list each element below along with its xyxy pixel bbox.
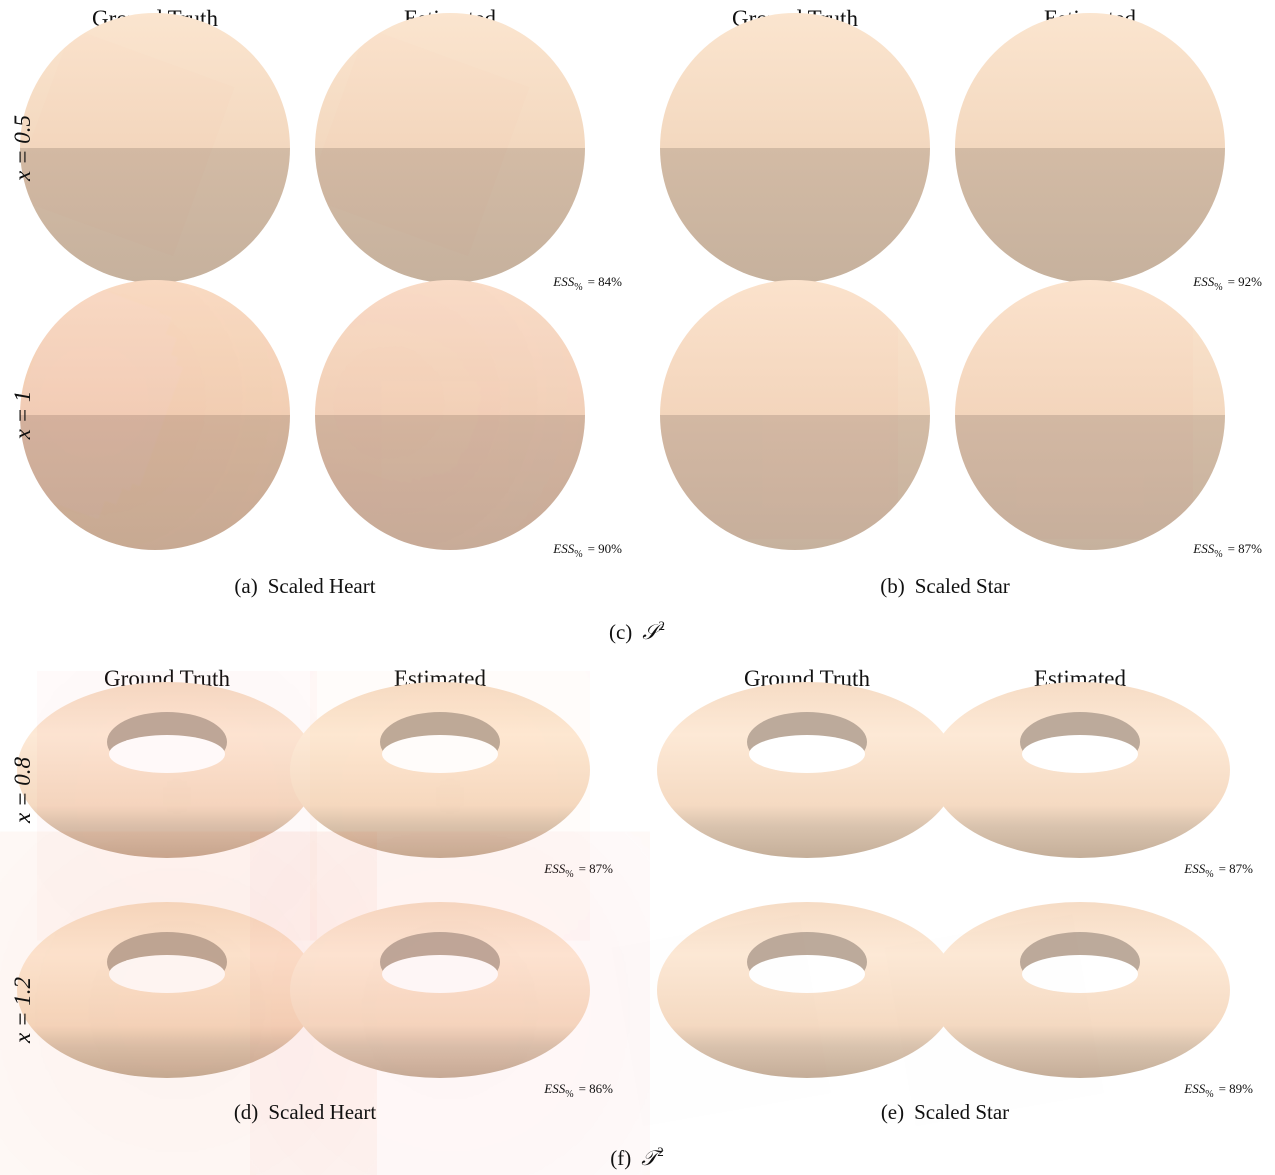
panel-caption-text: Scaled Star bbox=[915, 574, 1010, 598]
density-blob bbox=[978, 335, 1122, 471]
panel-caption-text: Scaled Heart bbox=[268, 1100, 376, 1124]
ess-name: ESS bbox=[1183, 1081, 1205, 1096]
ess-label: ESS% = 87% bbox=[543, 861, 613, 880]
blob-group bbox=[1033, 115, 1087, 166]
section-caption: (c) 𝒮2 bbox=[609, 618, 665, 644]
ess-sub: % bbox=[565, 869, 573, 880]
section-caption-label: (c) bbox=[609, 620, 632, 644]
ess-value: = 87% bbox=[579, 861, 614, 876]
density-blob bbox=[672, 975, 767, 1070]
torus bbox=[657, 902, 957, 1078]
panel-caption: (b) Scaled Star bbox=[880, 574, 1010, 598]
density-blob bbox=[945, 975, 1040, 1070]
section-caption-label: (f) bbox=[610, 1146, 631, 1170]
sphere bbox=[955, 280, 1225, 550]
row-label: x = 0.8 bbox=[10, 757, 35, 824]
ess-sub: % bbox=[1205, 1089, 1213, 1100]
ess-name: ESS bbox=[552, 274, 574, 289]
ess-value: = 86% bbox=[579, 1081, 614, 1096]
ess-value: = 87% bbox=[1228, 541, 1263, 556]
ess-label: ESS% = 87% bbox=[1192, 541, 1262, 560]
ess-value: = 89% bbox=[1219, 1081, 1254, 1096]
density-blob bbox=[738, 115, 792, 166]
sphere bbox=[20, 280, 290, 550]
panel-caption-label: (b) bbox=[880, 574, 905, 598]
panel-caption: (a) Scaled Heart bbox=[234, 574, 375, 598]
density-blob bbox=[380, 738, 520, 873]
density-blob bbox=[74, 92, 164, 181]
panel-caption-label: (e) bbox=[881, 1100, 904, 1124]
ess-sub: % bbox=[1214, 282, 1222, 293]
torus bbox=[290, 902, 590, 1120]
panel-caption-label: (d) bbox=[234, 1100, 259, 1124]
section-caption-sup: 2 bbox=[657, 1144, 664, 1159]
panel-caption: (e) Scaled Star bbox=[881, 1100, 1009, 1124]
ess-label: ESS% = 86% bbox=[543, 1081, 613, 1100]
ess-label: ESS% = 92% bbox=[1192, 274, 1262, 293]
ess-value: = 84% bbox=[588, 274, 623, 289]
sphere bbox=[315, 280, 585, 550]
density-blob bbox=[77, 927, 277, 1120]
ess-value: = 87% bbox=[1219, 861, 1254, 876]
section-caption: (f) 𝒯2 bbox=[610, 1144, 664, 1170]
ess-sub: % bbox=[1205, 869, 1213, 880]
density-blob bbox=[683, 335, 827, 471]
ess-sub: % bbox=[565, 1089, 573, 1100]
torus bbox=[930, 902, 1230, 1078]
density-blob bbox=[1033, 115, 1087, 166]
ess-name: ESS bbox=[543, 861, 565, 876]
sphere bbox=[20, 13, 290, 283]
ess-name: ESS bbox=[1192, 274, 1214, 289]
torus-hole-bg bbox=[749, 735, 865, 773]
torus-hole-bg bbox=[1022, 735, 1138, 773]
row-label: x = 1.2 bbox=[10, 977, 35, 1044]
panel-caption-text: Scaled Star bbox=[914, 1100, 1009, 1124]
torus bbox=[657, 682, 957, 858]
blob-group bbox=[369, 92, 459, 181]
density-blob bbox=[682, 765, 758, 841]
panel-caption-label: (a) bbox=[234, 574, 257, 598]
ess-label: ESS% = 89% bbox=[1183, 1081, 1253, 1100]
sphere-surface bbox=[955, 13, 1225, 283]
row-label: x = 0.5 bbox=[10, 115, 35, 182]
torus-hole-bg bbox=[749, 955, 865, 993]
torus bbox=[930, 682, 1230, 858]
ess-name: ESS bbox=[1192, 541, 1214, 556]
ess-name: ESS bbox=[543, 1081, 565, 1096]
blob-group bbox=[738, 115, 792, 166]
density-blob bbox=[350, 927, 550, 1120]
torus bbox=[17, 682, 317, 873]
ess-label: ESS% = 84% bbox=[552, 274, 622, 293]
sphere-surface bbox=[660, 13, 930, 283]
sphere bbox=[660, 13, 930, 283]
sphere bbox=[660, 280, 930, 550]
ess-label: ESS% = 90% bbox=[552, 541, 622, 560]
section-caption-sup: 2 bbox=[659, 618, 666, 633]
sphere-surface bbox=[955, 280, 1225, 550]
ess-sub: % bbox=[574, 549, 582, 560]
blob-group bbox=[74, 92, 164, 181]
ess-name: ESS bbox=[1183, 861, 1205, 876]
torus bbox=[17, 902, 317, 1120]
panel-caption-text: Scaled Heart bbox=[268, 574, 376, 598]
torus bbox=[290, 682, 590, 873]
density-blob bbox=[369, 92, 459, 181]
panel-caption: (d) Scaled Heart bbox=[234, 1100, 377, 1124]
ess-name: ESS bbox=[552, 541, 574, 556]
blob-group bbox=[683, 335, 827, 471]
ess-value: = 90% bbox=[588, 541, 623, 556]
ess-value: = 92% bbox=[1228, 274, 1263, 289]
density-blob bbox=[955, 765, 1031, 841]
density-blob bbox=[107, 738, 247, 873]
ess-label: ESS% = 87% bbox=[1183, 861, 1253, 880]
ess-sub: % bbox=[1214, 549, 1222, 560]
sphere bbox=[315, 13, 585, 283]
sphere bbox=[955, 13, 1225, 283]
ess-sub: % bbox=[574, 282, 582, 293]
torus-hole-bg bbox=[1022, 955, 1138, 993]
row-label: x = 1 bbox=[10, 391, 35, 441]
blob-group bbox=[978, 335, 1122, 471]
sphere-surface bbox=[660, 280, 930, 550]
